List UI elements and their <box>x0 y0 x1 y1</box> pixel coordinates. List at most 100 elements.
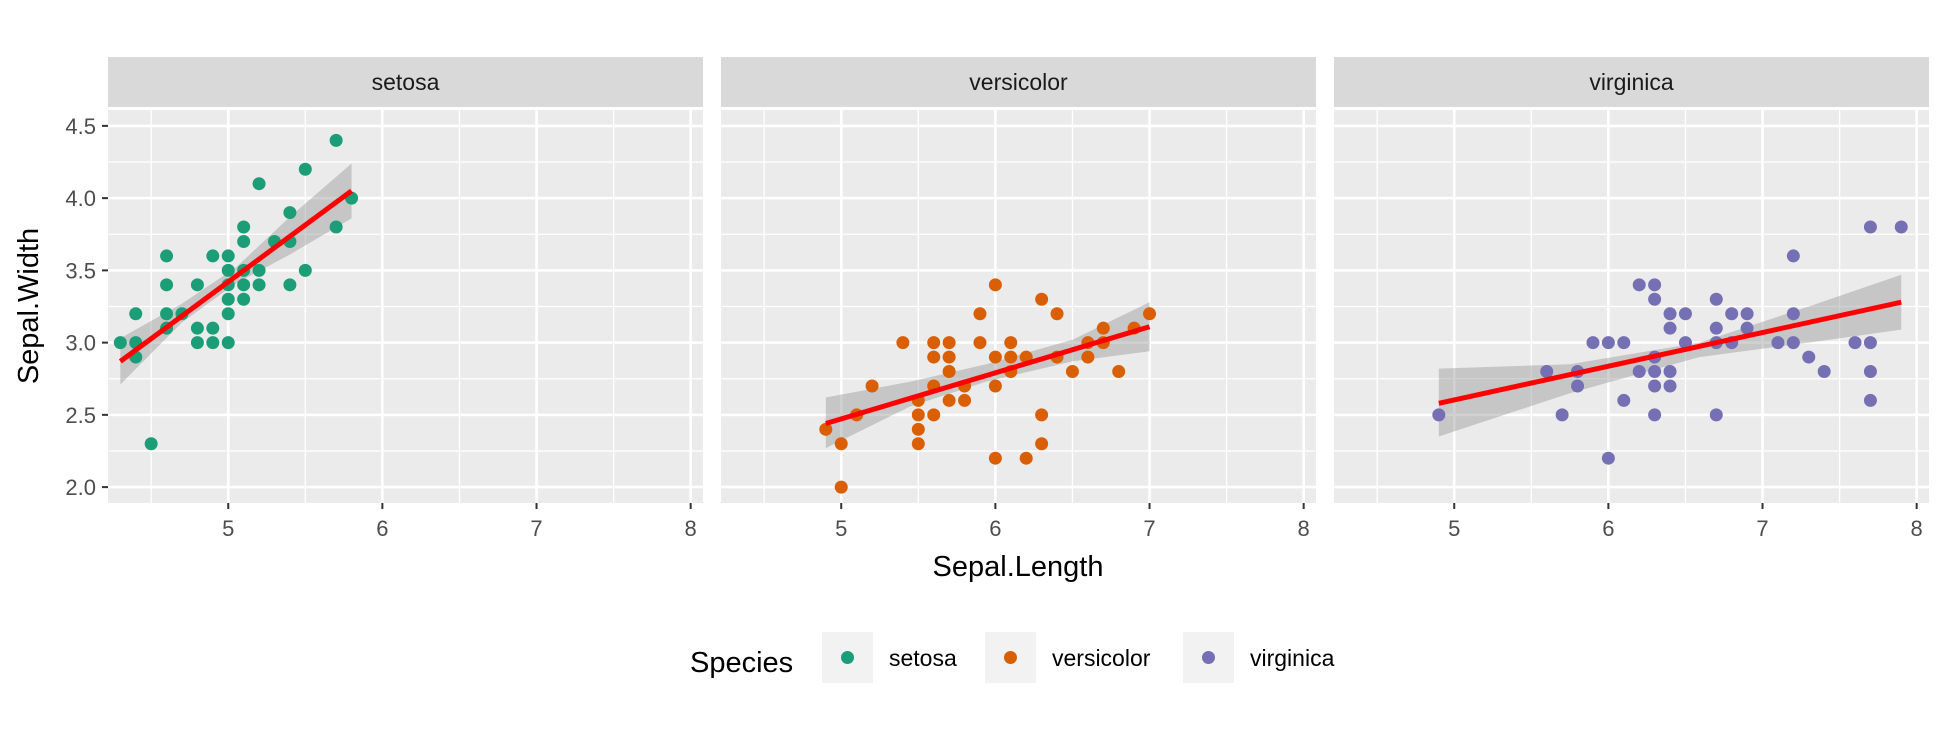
strip-label: versicolor <box>969 69 1068 95</box>
data-points <box>113 133 359 451</box>
x-tick-label: 7 <box>1756 516 1768 541</box>
data-point <box>1863 336 1877 350</box>
data-point <box>160 278 174 292</box>
x-axis: 5 6 7 8 <box>222 503 697 541</box>
data-point <box>1786 307 1800 321</box>
data-point <box>1432 408 1446 422</box>
data-point <box>160 249 174 263</box>
x-tick-label: 5 <box>835 516 847 541</box>
legend-label: versicolor <box>1052 645 1151 671</box>
data-point <box>206 321 220 335</box>
strip-background <box>721 57 1316 107</box>
data-point <box>1771 336 1785 350</box>
data-point <box>1601 451 1615 465</box>
gridlines <box>721 110 1316 503</box>
gridlines <box>108 110 703 503</box>
data-point <box>252 278 266 292</box>
strip-label: virginica <box>1589 69 1674 95</box>
data-point <box>237 292 251 306</box>
data-point <box>221 307 235 321</box>
regression-line <box>118 188 354 364</box>
data-point <box>958 393 972 407</box>
x-tick-label: 7 <box>530 516 542 541</box>
data-point <box>1786 336 1800 350</box>
data-point <box>1802 350 1816 364</box>
strip-background <box>1334 57 1929 107</box>
data-point <box>1081 350 1095 364</box>
data-point <box>252 177 266 191</box>
data-point <box>1740 307 1754 321</box>
data-point <box>988 350 1002 364</box>
x-tick-label: 5 <box>1448 516 1460 541</box>
data-point <box>1648 365 1662 379</box>
data-point <box>1863 393 1877 407</box>
data-point <box>988 278 1002 292</box>
data-point <box>927 350 941 364</box>
data-point <box>190 278 204 292</box>
data-point <box>988 379 1002 393</box>
data-point <box>144 437 158 451</box>
data-point <box>927 336 941 350</box>
legend: Species setosa versicolor virginica <box>690 632 1335 683</box>
x-axis: 5 6 7 8 <box>1448 503 1923 541</box>
data-point <box>911 437 925 451</box>
data-point <box>1740 321 1754 335</box>
data-point <box>1663 365 1677 379</box>
data-point <box>1035 408 1049 422</box>
data-point <box>1894 220 1908 234</box>
data-point <box>1648 408 1662 422</box>
data-point <box>988 451 1002 465</box>
data-point <box>190 336 204 350</box>
x-tick-label: 8 <box>1298 516 1310 541</box>
y-tick-label: 3.0 <box>65 331 96 356</box>
data-point <box>160 307 174 321</box>
data-point <box>1709 408 1723 422</box>
data-point <box>942 393 956 407</box>
data-point <box>1709 292 1723 306</box>
data-point <box>237 234 251 248</box>
data-point <box>206 336 220 350</box>
data-point <box>896 336 910 350</box>
regression-line <box>1438 299 1902 406</box>
x-tick-label: 8 <box>1911 516 1923 541</box>
data-point <box>942 365 956 379</box>
regression-line <box>825 324 1151 426</box>
legend-symbol <box>1202 651 1215 664</box>
data-point <box>819 422 833 436</box>
y-tick-label: 3.5 <box>65 258 96 283</box>
data-point <box>329 220 343 234</box>
data-point <box>911 422 925 436</box>
data-point <box>1632 365 1646 379</box>
data-point <box>1848 336 1862 350</box>
data-point <box>1617 393 1631 407</box>
legend-symbol <box>1004 651 1017 664</box>
data-point <box>206 249 220 263</box>
data-point <box>329 133 343 147</box>
data-point <box>1096 321 1110 335</box>
facet-setosa: setosa 5 6 7 8 <box>108 57 703 541</box>
data-point <box>1648 292 1662 306</box>
y-tick-label: 4.0 <box>65 186 96 211</box>
data-point <box>1143 307 1157 321</box>
data-point <box>1601 336 1615 350</box>
data-point <box>834 437 848 451</box>
strip-background <box>108 57 703 107</box>
facet-virginica: virginica 5 6 7 8 <box>1334 57 1929 541</box>
data-point <box>1035 437 1049 451</box>
data-point <box>221 263 235 277</box>
x-tick-label: 6 <box>989 516 1001 541</box>
data-point <box>113 336 127 350</box>
x-tick-label: 7 <box>1143 516 1155 541</box>
data-point <box>283 206 297 220</box>
data-point <box>1540 365 1554 379</box>
data-point <box>221 292 235 306</box>
data-point <box>1632 278 1646 292</box>
x-tick-label: 6 <box>1602 516 1614 541</box>
data-point <box>1663 321 1677 335</box>
data-point <box>1863 365 1877 379</box>
data-point <box>1617 336 1631 350</box>
legend-label: setosa <box>889 645 957 671</box>
facet-versicolor: versicolor 5 6 7 8 <box>721 57 1316 541</box>
data-point <box>1065 365 1079 379</box>
data-point <box>190 321 204 335</box>
